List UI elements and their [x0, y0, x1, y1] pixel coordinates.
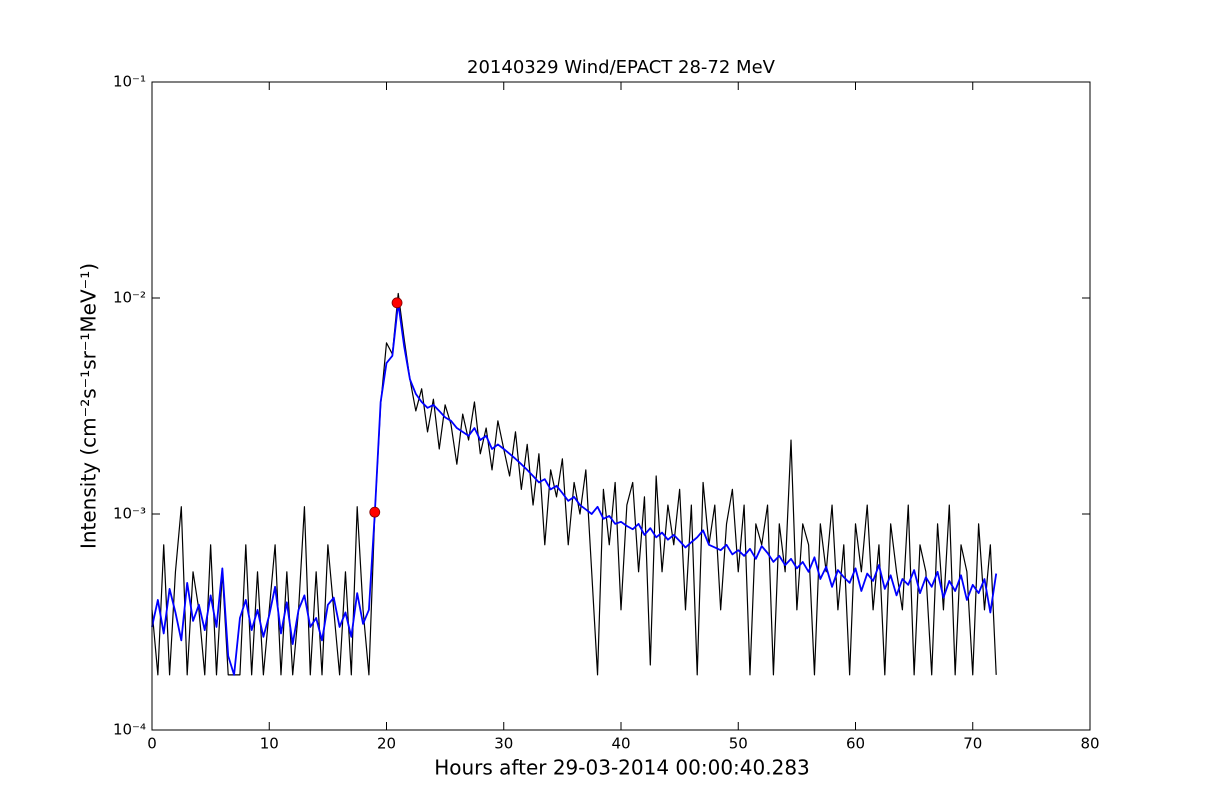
y-tick-label: 10⁻³	[113, 505, 146, 523]
y-axis-label: Intensity (cm⁻²s⁻¹sr⁻¹MeV⁻¹)	[77, 263, 101, 549]
x-axis-label: Hours after 29-03-2014 00:00:40.283	[434, 756, 810, 780]
data-line	[151, 301, 998, 676]
x-tick-label: 0	[147, 735, 157, 753]
x-tick-label: 30	[494, 735, 513, 753]
x-tick-label: 50	[729, 735, 748, 753]
data-line	[151, 292, 997, 676]
x-tick-label: 70	[963, 735, 982, 753]
event-marker	[369, 506, 381, 518]
y-tick-label: 10⁻²	[113, 289, 146, 307]
chart-title: 20140329 Wind/EPACT 28-72 MeV	[467, 57, 776, 78]
y-tick-label: 10⁻⁴	[113, 721, 146, 739]
x-tick-label: 10	[260, 735, 279, 753]
event-marker	[391, 297, 403, 309]
x-tick-label: 60	[846, 735, 865, 753]
x-tick-label: 80	[1080, 735, 1099, 753]
x-tick-label: 40	[611, 735, 630, 753]
x-tick-label: 20	[377, 735, 396, 753]
y-tick-label: 10⁻¹	[113, 73, 146, 91]
